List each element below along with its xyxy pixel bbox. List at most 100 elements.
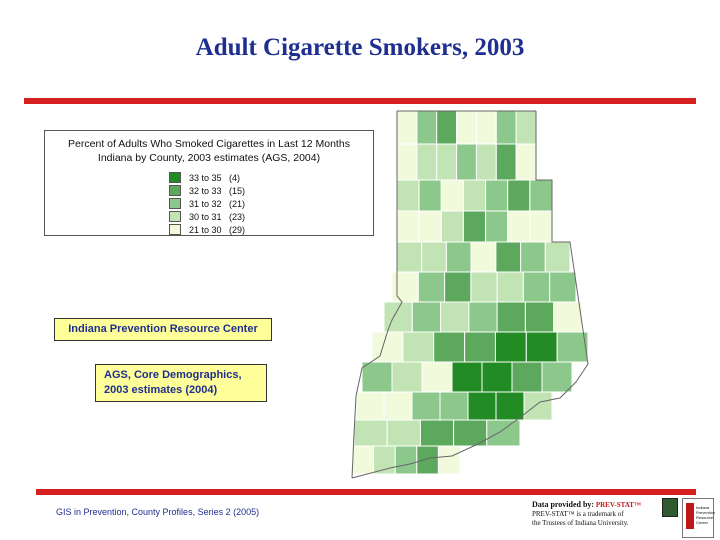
county (496, 301, 526, 333)
county (421, 361, 453, 393)
county (556, 331, 589, 363)
legend-row: 31 to 32 (21) (169, 197, 259, 210)
legend-row: 33 to 35 (4) (169, 171, 259, 184)
county (402, 331, 435, 363)
county (507, 179, 531, 212)
county (355, 391, 385, 421)
county (553, 301, 583, 333)
indiana-county-map (351, 110, 589, 479)
indiana-shape-icon (686, 503, 694, 529)
source-label-iprc: Indiana Prevention Resource Center (54, 318, 272, 341)
legend-range: 30 to 31 (189, 211, 222, 222)
legend-swatch (169, 172, 181, 183)
county (444, 271, 472, 303)
county (386, 419, 421, 447)
county (411, 391, 441, 421)
legend-range: 33 to 35 (189, 172, 222, 183)
county (524, 301, 555, 333)
legend-count: (4) (229, 172, 240, 183)
legend-count: (15) (229, 185, 246, 196)
county (383, 391, 413, 421)
legend-range: 21 to 30 (189, 224, 222, 235)
county (464, 331, 496, 363)
logo-text-line: Resource (696, 515, 714, 520)
county (529, 210, 553, 243)
map-legend: Percent of Adults Who Smoked Cigarettes … (44, 130, 374, 236)
county (351, 445, 375, 475)
county (456, 143, 477, 181)
county (495, 110, 517, 145)
county (549, 271, 577, 303)
county (451, 361, 483, 393)
county (456, 110, 477, 145)
county (470, 241, 497, 273)
county (416, 445, 439, 475)
source-label-ags: AGS, Core Demographics, 2003 estimates (… (95, 364, 267, 402)
legend-count: (29) (229, 224, 246, 235)
iprc-logo: Indiana Prevention Resource Center (682, 498, 715, 538)
county (520, 241, 546, 273)
county (417, 271, 446, 303)
county (371, 331, 404, 363)
county (522, 271, 551, 303)
legend-range: 32 to 33 (189, 185, 222, 196)
county (421, 241, 447, 273)
county (418, 179, 442, 212)
credit-line2: PREV-STAT™ is a trademark of (532, 510, 624, 518)
county (467, 391, 497, 421)
legend-row: 21 to 30 (29) (169, 223, 259, 236)
legend-swatch (169, 185, 181, 196)
county (462, 179, 487, 212)
bottom-divider (36, 489, 696, 495)
county (515, 110, 537, 145)
legend-title-line1: Percent of Adults Who Smoked Cigarettes … (68, 138, 350, 150)
page-title: Adult Cigarette Smokers, 2003 (195, 34, 525, 61)
legend-count: (21) (229, 198, 246, 209)
county (475, 143, 497, 181)
county (515, 143, 537, 181)
county (411, 301, 442, 333)
county (416, 143, 438, 181)
legend-rows: 33 to 35 (4) 32 to 33 (15) 31 to 32 (21)… (169, 171, 259, 236)
county (391, 271, 419, 303)
county (481, 361, 513, 393)
county (396, 143, 418, 181)
county (494, 331, 527, 363)
data-credit: Data provided by: PREV-STAT™ PREV-STAT™ … (532, 500, 642, 528)
county (485, 210, 509, 243)
logo-text: Indiana Prevention Resource Center (696, 505, 715, 525)
credit-line3: the Trustees of Indiana University. (532, 519, 629, 527)
state-outline-east (351, 111, 589, 479)
county (440, 179, 464, 212)
legend-title-line2: Indiana by County, 2003 estimates (AGS, … (97, 152, 321, 164)
logo-text-line: Prevention (696, 510, 716, 515)
county (436, 110, 458, 145)
legend-swatch (169, 211, 181, 222)
county (353, 419, 388, 447)
county (475, 110, 497, 145)
county (418, 210, 442, 243)
county (396, 241, 423, 273)
county (416, 110, 438, 145)
footer-series: GIS in Prevention, County Profiles, Seri… (56, 507, 260, 517)
county (462, 210, 487, 243)
county (396, 179, 420, 212)
county (495, 391, 525, 421)
county (361, 361, 393, 393)
county (394, 445, 418, 475)
legend-count: (23) (229, 211, 246, 222)
county (496, 271, 524, 303)
legend-swatch (169, 198, 181, 209)
county (541, 361, 573, 393)
county (396, 210, 420, 243)
logo-text-line: Center (696, 520, 709, 525)
county (453, 419, 488, 447)
state-outline-west (351, 111, 403, 479)
legend-title: Percent of Adults Who Smoked Cigarettes … (45, 137, 373, 165)
county (486, 419, 521, 447)
county (391, 361, 423, 393)
top-divider (24, 98, 696, 104)
county (525, 331, 558, 363)
county (485, 179, 509, 212)
county (468, 301, 498, 333)
